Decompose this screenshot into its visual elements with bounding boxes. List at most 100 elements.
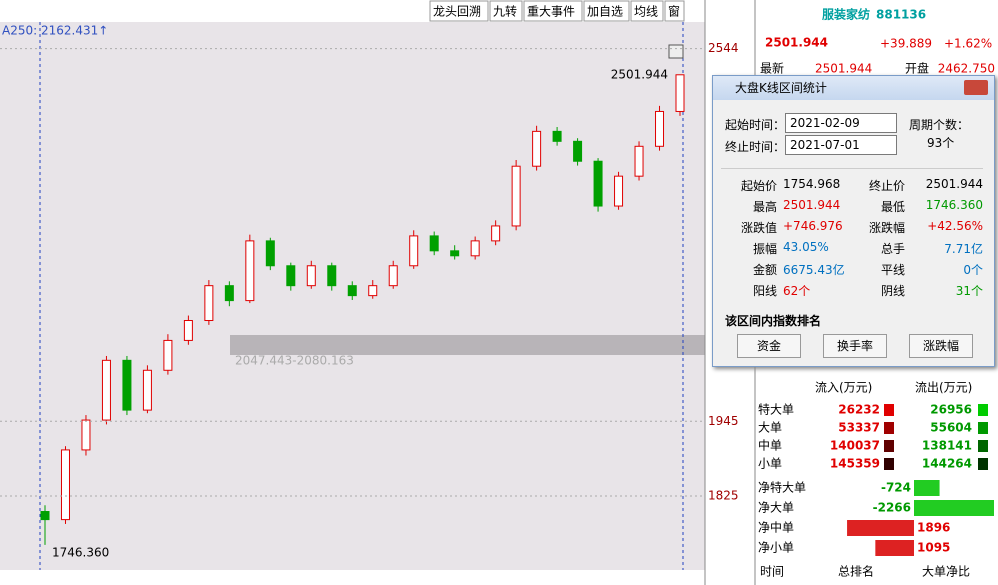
net-label: 净中单 (758, 520, 794, 535)
stock-name: 服装家纺 (822, 7, 870, 22)
stat-label: 起始价 (741, 179, 778, 193)
stat-value: +746.976 (783, 219, 843, 233)
dialog-title: 大盘K线区间统计 (713, 76, 994, 100)
net-label: 净大单 (758, 501, 794, 515)
stat-label: 涨跌值 (741, 221, 778, 235)
candle-body (573, 140, 583, 162)
candle-body (655, 110, 665, 147)
flow-in: 53337 (838, 421, 880, 435)
footer-label: 总排名 (838, 564, 874, 579)
stat-value: 7.71亿 (944, 242, 983, 256)
end-select[interactable]: 2021-07-01 (785, 135, 897, 155)
candle-body (675, 74, 685, 112)
stat-value: 31个 (955, 284, 983, 298)
flow-out: 26956 (930, 403, 972, 417)
candle-body (327, 265, 337, 287)
candle-body (368, 285, 378, 297)
rank-button[interactable]: 换手率 (823, 334, 887, 358)
toolbar-button[interactable] (583, 0, 630, 22)
flow-swatch (978, 458, 988, 470)
stat-label: 平线 (880, 263, 905, 277)
close-box[interactable] (668, 44, 684, 59)
period-label: 周期个数： (909, 118, 970, 132)
flow-swatch (978, 422, 988, 434)
candle-body (81, 419, 91, 451)
stats: 起始价 1754.968 终止价 2501.944 最高 2501.944 最低 1746.3… (721, 168, 983, 301)
open-label: 开盘 (905, 61, 929, 76)
flow-label: 大单 (758, 421, 782, 435)
candle-body (347, 285, 357, 297)
toolbar-button[interactable] (664, 0, 685, 22)
toolbar-button[interactable] (523, 0, 583, 22)
flow-label: 特大单 (758, 402, 794, 417)
open: 2462.750 (938, 62, 995, 76)
footer-label: 大单净比 (922, 565, 970, 579)
toolbar-button[interactable] (429, 0, 489, 22)
toolbar-label: 加自选 (587, 5, 623, 19)
net-label: 净特大单 (758, 480, 806, 495)
stat-label: 最低 (880, 200, 905, 214)
candle-body (388, 265, 398, 287)
toolbar-button[interactable] (489, 0, 523, 22)
candle-body (306, 265, 316, 287)
net-value: 1896 (917, 521, 950, 535)
candle-body (101, 359, 111, 421)
candle-body (532, 130, 542, 167)
candle-body (60, 449, 70, 521)
candle-body (142, 369, 152, 411)
dialog: 大盘K线区间统计 起始时间： 2021-02-09 终止时间： 2021-07-… (712, 75, 995, 367)
candle-body (163, 339, 173, 371)
stat-label: 终止价 (869, 179, 906, 193)
band-label: 2047.443-2080.163 (235, 354, 354, 368)
stat-label: 阴线 (880, 284, 905, 298)
rank-button[interactable]: 资金 (737, 334, 801, 358)
start-label: 起始时间： (725, 118, 786, 132)
candle-body (204, 285, 214, 322)
flow-label: 小单 (758, 457, 782, 471)
rank-title: 该区间内指数排名 (725, 314, 822, 328)
net-bar (914, 500, 994, 516)
candle-body (511, 165, 521, 227)
flow-out: 138141 (922, 439, 972, 453)
start-select[interactable]: 2021-02-09 (785, 113, 897, 133)
flow-swatch (884, 440, 894, 452)
toolbar-label: 重大事件 (527, 5, 575, 19)
ma-label: A250: 2162.431↑ (2, 24, 108, 38)
toolbar-label: 窗 (668, 5, 680, 19)
candle-body (614, 175, 624, 207)
stock-code: 881136 (876, 8, 926, 22)
flow-in: 140037 (830, 439, 880, 453)
pct: +1.62% (944, 37, 992, 51)
price: 2501.944 (765, 36, 828, 50)
close-button[interactable] (964, 80, 988, 95)
flow-in: 145359 (830, 457, 880, 471)
candle-body (183, 320, 193, 341)
candle-body (552, 130, 562, 142)
rank-button[interactable]: 涨跌幅 (909, 334, 973, 358)
y-tick-label: 1825 (708, 488, 739, 502)
candle-body (245, 240, 255, 302)
flow-out: 55604 (930, 421, 972, 435)
flow-label: 中单 (758, 438, 782, 453)
stat-value: 43.05% (783, 240, 829, 254)
candle-body (224, 285, 234, 302)
y-tick-label: 2544 (708, 41, 739, 55)
stat-value: 62个 (783, 284, 811, 298)
net-value: -724 (881, 481, 911, 495)
stat-value: 1746.360 (925, 198, 983, 212)
candle-body (634, 145, 644, 177)
net-label: 净小单 (758, 541, 794, 555)
row-label: 最新 (760, 61, 784, 76)
flow-out: 144264 (922, 457, 972, 471)
flow-in: 26232 (838, 403, 880, 417)
toolbar-button[interactable] (630, 0, 664, 22)
candle-body (122, 359, 132, 411)
period: 93个 (927, 136, 955, 150)
stat-label: 阳线 (752, 284, 777, 298)
candle-body (286, 265, 296, 287)
flow-swatch (978, 404, 988, 416)
row-price: 2501.944 (815, 62, 872, 76)
y-tick-label: 1945 (708, 414, 739, 428)
stat-value: 0个 (963, 263, 983, 277)
